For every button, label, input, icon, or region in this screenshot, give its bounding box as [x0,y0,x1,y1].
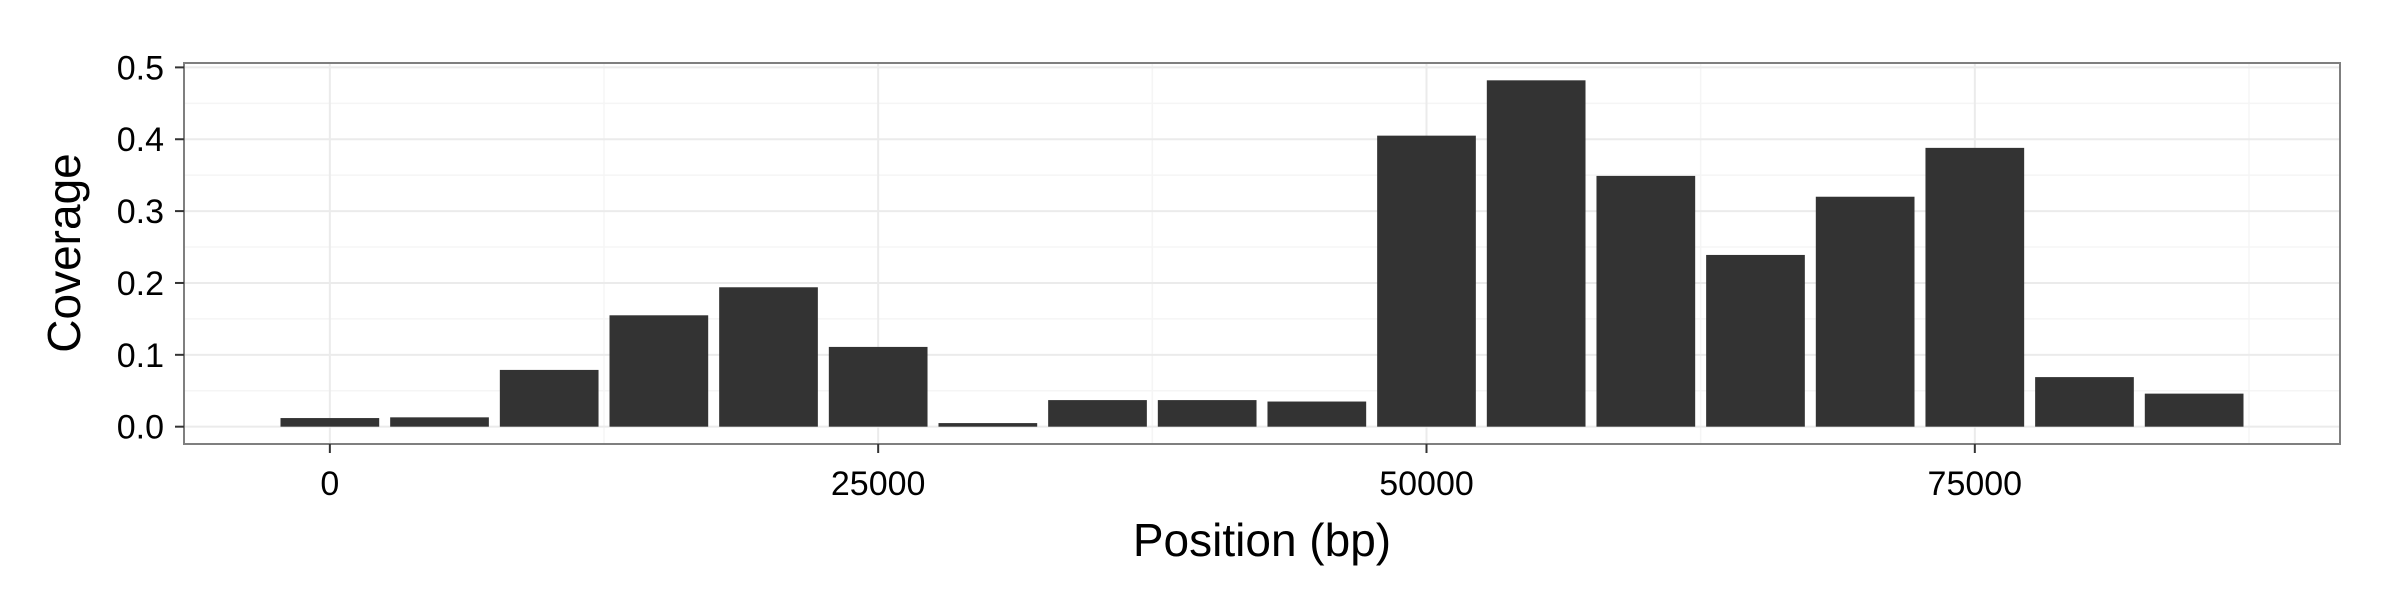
bar [1486,80,1586,427]
x-tick-label: 75000 [1928,465,2023,503]
y-tick-label: 0.1 [117,337,164,375]
bar [609,315,709,427]
y-tick-label: 0.2 [117,265,164,303]
y-tick-label: 0.5 [117,49,164,87]
bar [1925,147,2025,427]
bar [1596,175,1696,427]
y-tick-label: 0.4 [117,121,164,159]
y-tick-label: 0.3 [117,193,164,231]
x-tick-label: 25000 [831,465,926,503]
bar [719,287,818,427]
bar [938,423,1038,427]
bar [499,369,599,427]
bar [2144,393,2244,427]
bars [280,80,2244,427]
x-axis-title: Position (bp) [1133,514,1391,566]
y-axis-title: Coverage [38,153,90,352]
bar [1815,196,1915,427]
x-tick-label: 50000 [1379,465,1474,503]
bar [1706,254,1805,427]
bar [390,417,489,427]
x-axis: 0 25000 50000 75000 [320,444,2022,503]
bar [2035,377,2134,427]
y-tick-label: 0.0 [117,409,164,447]
bar [828,346,928,427]
bar [1377,135,1476,427]
x-tick-label: 0 [320,465,339,503]
bar [1048,400,1147,427]
panel-border [183,62,2341,445]
bar [280,418,380,427]
bar [1157,400,1257,427]
y-axis: 0.0 0.1 0.2 0.3 0.4 0.5 [117,49,184,447]
bar [1267,401,1367,427]
